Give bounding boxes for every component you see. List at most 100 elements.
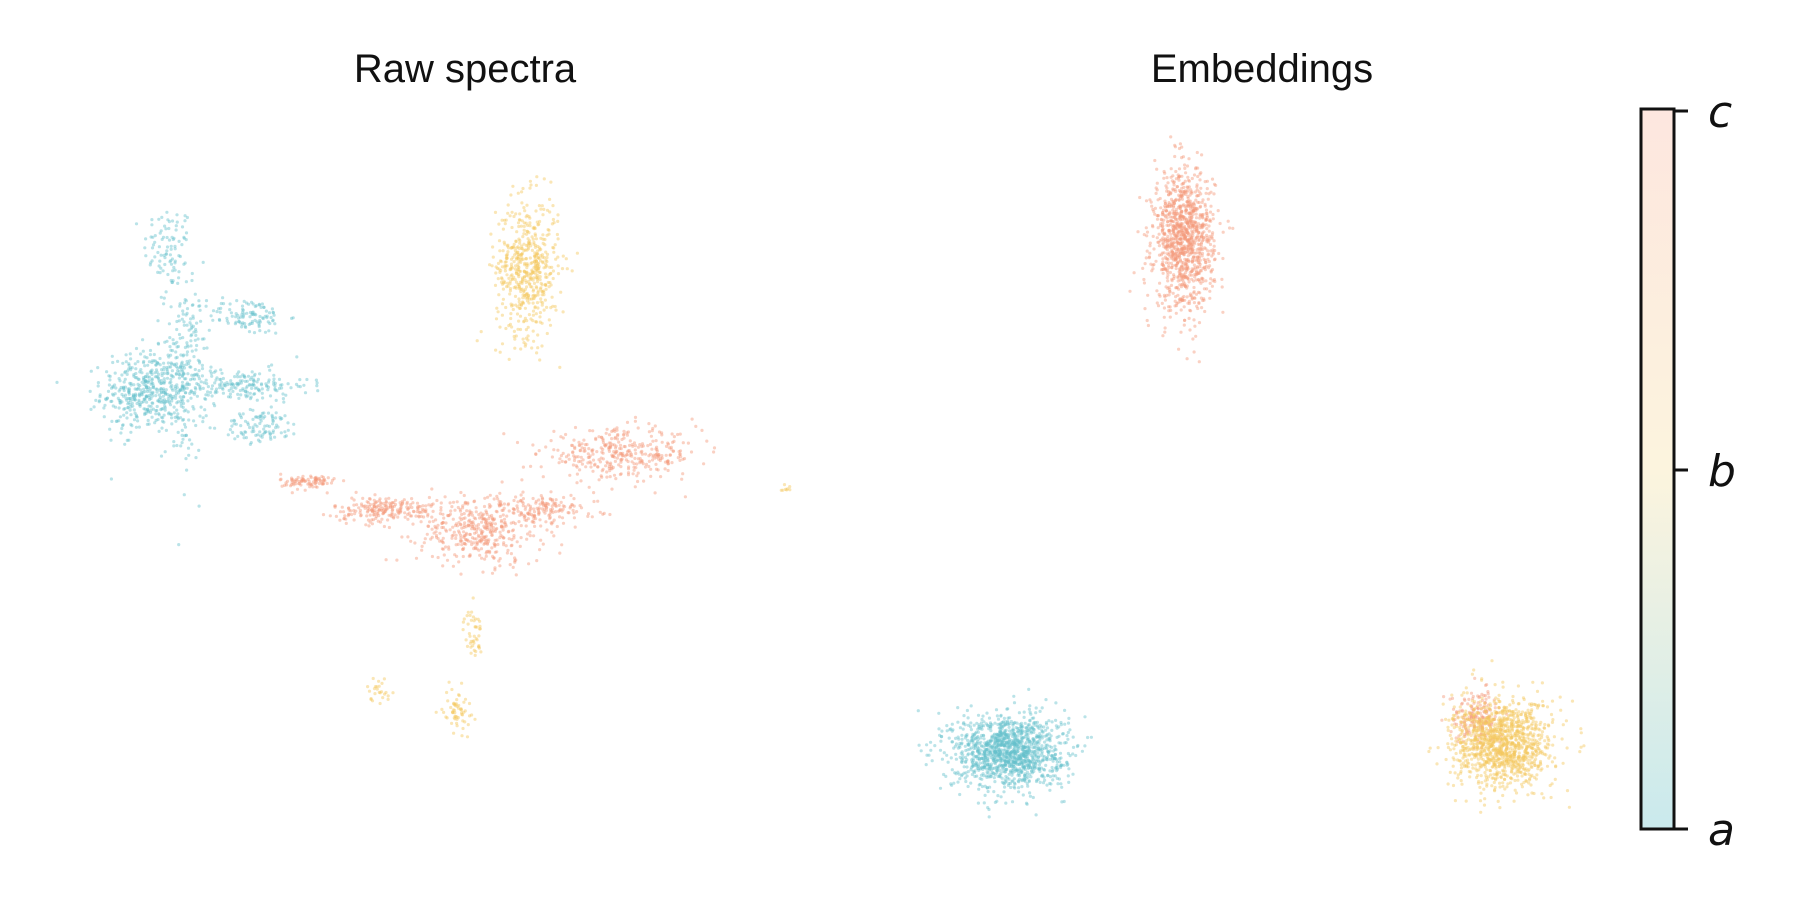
scatter-point [653,491,657,495]
scatter-point [473,531,477,535]
scatter-point [314,477,318,481]
scatter-point [1213,257,1217,261]
scatter-point [455,715,459,719]
scatter-point [147,379,151,383]
scatter-point [521,465,526,469]
scatter-point [1206,197,1210,201]
scatter-point [1163,232,1167,236]
scatter-point [117,389,121,393]
scatter-point [1165,186,1169,190]
scatter-point [141,390,145,394]
scatter-point [625,420,630,424]
scatter-point [160,407,164,411]
scatter-point [306,482,310,486]
scatter-point [397,511,401,516]
scatter-point [119,385,123,390]
scatter-point [171,342,175,346]
scatter-point [285,479,290,483]
scatter-point [144,394,148,398]
scatter-point [250,383,254,387]
scatter-point [547,318,551,322]
scatter-point [528,276,532,280]
scatter-point [214,369,218,373]
scatter-point [530,248,535,252]
scatter-point [484,551,488,555]
scatter-point [519,253,523,257]
scatter-point [142,378,146,382]
scatter-point [588,454,592,458]
scatter-point [292,481,296,485]
scatter-point [117,398,121,402]
scatter-point [506,211,510,215]
scatter-point [1188,273,1192,277]
scatter-point [1190,294,1194,298]
scatter-point [139,352,143,356]
scatter-point [160,371,164,375]
scatter-point [157,245,161,249]
scatter-point [443,495,447,499]
scatter-point [959,751,963,755]
scatter-point [89,369,93,373]
scatter-point [514,303,518,307]
scatter-point [294,477,298,482]
scatter-point [604,431,608,435]
scatter-point [257,321,261,325]
scatter-point [274,398,278,402]
scatter-point [451,533,455,537]
scatter-point [175,443,179,448]
scatter-point [1463,698,1467,703]
scatter-point [161,407,165,411]
scatter-point [174,350,178,354]
scatter-point [470,521,474,525]
scatter-point [530,269,534,273]
scatter-point [1212,182,1217,186]
scatter-point [124,360,128,364]
scatter-point [580,462,585,466]
scatter-point [533,260,537,264]
scatter-point [140,400,144,404]
scatter-point [785,488,789,492]
scatter-point [481,570,485,574]
scatter-point [1150,204,1154,208]
scatter-point [1173,215,1177,219]
scatter-point [543,237,547,242]
scatter-point [442,553,446,557]
scatter-point [517,285,521,289]
scatter-point [147,395,151,399]
scatter-point [232,419,237,423]
scatter-point [1177,188,1181,193]
scatter-point [525,262,529,266]
scatter-point [195,321,199,325]
scatter-point [542,290,546,294]
scatter-point [377,684,381,688]
scatter-point [320,482,324,486]
scatter-point [189,390,193,394]
scatter-point [535,267,539,271]
scatter-point [982,737,986,741]
scatter-point [110,354,114,358]
scatter-point [395,508,400,512]
scatter-point [1182,294,1186,299]
scatter-point [561,451,565,455]
scatter-point [545,208,550,212]
scatter-point [413,541,417,545]
scatter-point [470,536,475,540]
scatter-point [151,391,155,395]
scatter-point [1160,213,1164,217]
scatter-point [510,304,514,308]
scatter-point [1188,240,1192,245]
scatter-point [197,299,201,303]
scatter-point [461,726,465,731]
scatter-point [98,395,102,399]
scatter-point [114,419,118,423]
scatter-point [515,506,520,510]
scatter-point [1166,279,1170,283]
scatter-point [395,558,399,562]
scatter-point [1198,216,1202,220]
scatter-point [183,301,187,305]
scatter-point [1183,166,1187,170]
scatter-point [135,415,139,419]
scatter-point [157,399,161,403]
scatter-point [554,308,558,312]
scatter-point [174,396,178,400]
